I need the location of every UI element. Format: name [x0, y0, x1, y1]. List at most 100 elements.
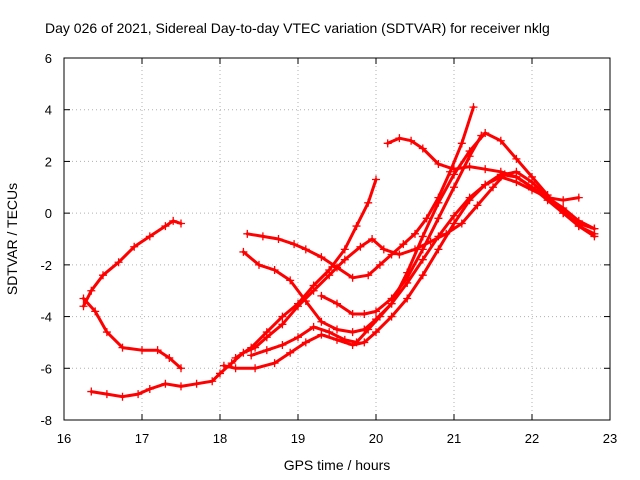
- data-point: [227, 359, 236, 368]
- data-point: [317, 330, 326, 339]
- data-point: [465, 193, 474, 202]
- series-line: [82, 219, 183, 308]
- data-series: [79, 103, 599, 401]
- data-point: [348, 328, 357, 337]
- data-point: [457, 219, 466, 228]
- data-point: [262, 346, 271, 355]
- series-track-2: [79, 294, 185, 373]
- data-point: [309, 281, 318, 290]
- data-point: [87, 286, 96, 295]
- data-point: [290, 240, 299, 249]
- x-tick-label: 18: [213, 431, 227, 446]
- y-axis-label: SDTVAR / TECUs: [4, 183, 20, 295]
- data-point: [262, 328, 271, 337]
- series-track-8: [231, 175, 380, 362]
- data-point: [360, 325, 369, 334]
- data-point: [395, 250, 404, 259]
- data-point: [317, 253, 326, 262]
- data-point: [418, 144, 427, 153]
- data-point: [301, 338, 310, 347]
- data-point: [489, 183, 497, 192]
- data-point: [325, 266, 334, 275]
- plot-frame: [63, 57, 611, 421]
- x-tick-label: 21: [447, 431, 461, 446]
- data-point: [450, 165, 458, 174]
- data-point: [383, 139, 392, 148]
- data-point: [99, 271, 107, 280]
- data-point: [418, 232, 427, 241]
- data-point: [465, 152, 474, 161]
- data-point: [231, 353, 240, 362]
- data-point: [219, 361, 228, 370]
- data-point: [559, 209, 568, 218]
- data-point: [395, 134, 404, 143]
- data-point: [145, 384, 154, 393]
- data-point: [434, 160, 443, 169]
- data-point: [348, 273, 357, 282]
- x-axis-label: GPS time / hours: [284, 457, 391, 473]
- data-point: [301, 297, 310, 306]
- data-point: [294, 333, 302, 342]
- x-tick-label: 17: [135, 431, 149, 446]
- data-point: [407, 136, 416, 145]
- data-point: [348, 309, 357, 318]
- series-track-1: [79, 216, 185, 311]
- series-track-10: [383, 134, 599, 233]
- data-point: [286, 348, 295, 357]
- data-point: [114, 258, 123, 267]
- data-point: [434, 193, 443, 202]
- data-point: [379, 245, 388, 254]
- data-point: [118, 392, 127, 401]
- data-point: [286, 276, 295, 285]
- data-point: [243, 229, 252, 238]
- data-point: [340, 245, 349, 254]
- series-track-9: [317, 131, 486, 318]
- y-tick-label: -8: [40, 413, 52, 428]
- data-point: [216, 369, 224, 378]
- series-track-3: [87, 167, 599, 401]
- data-point: [270, 266, 279, 275]
- y-tick-label: 2: [45, 154, 52, 169]
- data-point: [247, 351, 256, 360]
- data-point: [239, 247, 248, 256]
- data-point: [258, 232, 267, 241]
- data-point: [512, 172, 521, 181]
- data-point: [387, 294, 396, 303]
- data-point: [294, 299, 302, 308]
- data-point: [434, 245, 443, 254]
- data-point: [255, 260, 263, 269]
- data-point: [87, 387, 96, 396]
- data-point: [161, 222, 170, 231]
- series-line: [82, 297, 183, 370]
- data-point: [301, 245, 310, 254]
- data-point: [356, 242, 365, 251]
- data-point: [274, 235, 283, 243]
- data-point: [340, 335, 349, 344]
- data-point: [192, 379, 201, 388]
- data-point: [102, 390, 111, 399]
- data-point: [177, 364, 185, 373]
- data-point: [352, 338, 361, 347]
- data-point: [145, 232, 154, 241]
- data-point: [450, 219, 458, 228]
- data-point: [372, 307, 380, 316]
- data-point: [465, 162, 474, 171]
- data-point: [457, 139, 466, 148]
- series-line: [319, 134, 483, 316]
- y-tick-label: 0: [45, 206, 52, 221]
- series-line: [241, 131, 596, 334]
- series-track-6: [239, 128, 599, 337]
- data-point: [138, 346, 146, 355]
- data-point: [161, 379, 170, 388]
- data-point: [208, 377, 217, 386]
- y-tick-label: 4: [45, 103, 52, 118]
- data-point: [317, 317, 326, 326]
- data-point: [169, 216, 178, 225]
- data-point: [79, 302, 88, 311]
- data-point: [247, 343, 256, 352]
- data-point: [333, 299, 341, 308]
- data-point: [418, 271, 427, 280]
- data-point: [270, 359, 279, 368]
- data-point: [434, 214, 443, 223]
- data-point: [473, 201, 482, 210]
